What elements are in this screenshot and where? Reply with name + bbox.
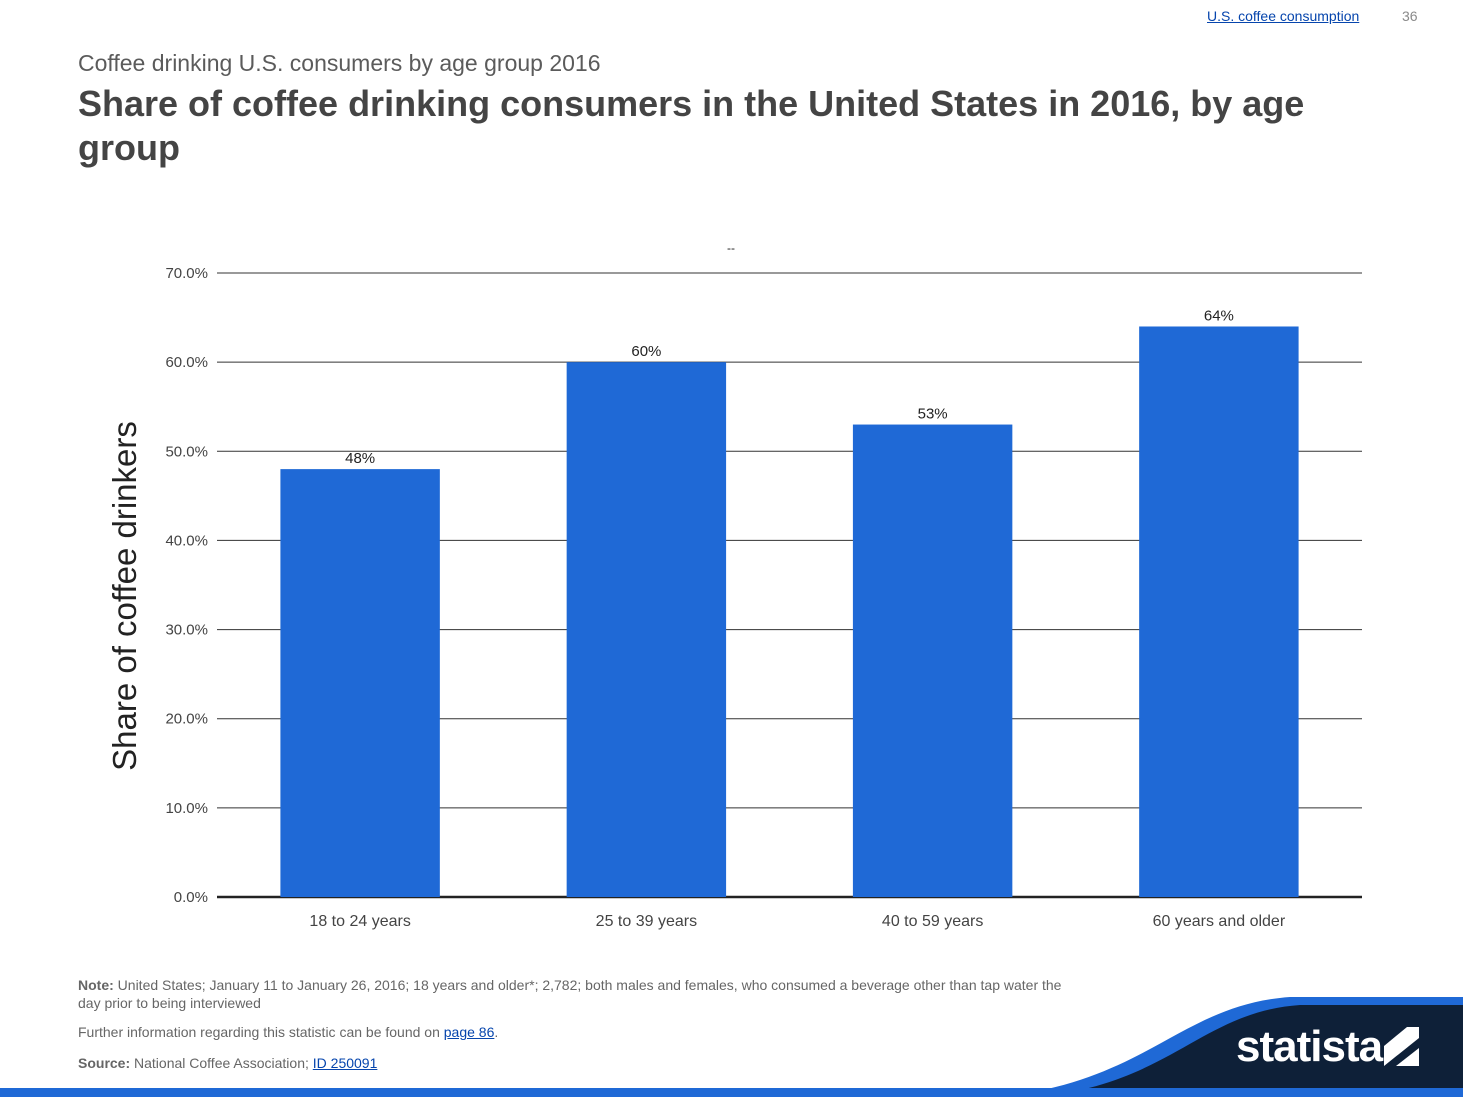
y-tick-label: 70.0% [165,265,208,282]
y-tick-label: 60.0% [165,354,208,371]
y-tick-label: 50.0% [165,443,208,460]
chart-subtitle: Coffee drinking U.S. consumers by age gr… [78,50,601,76]
data-label: 60% [631,343,661,360]
bar [280,469,440,897]
y-axis-label: Share of coffee drinkers [106,421,143,771]
source-id-link[interactable]: ID 250091 [312,1055,378,1071]
note: Note: United States; January 11 to Janua… [78,977,1062,1011]
statista-logo[interactable]: statista [1236,1022,1383,1071]
x-tick-label: 60 years and older [1153,913,1286,930]
y-tick-label: 20.0% [165,711,208,728]
chart-title: Share of coffee drinking consumers in th… [78,83,1305,168]
y-tick-label: 10.0% [165,800,208,817]
data-label: 53% [918,406,948,423]
bar [852,424,1013,897]
x-tick-label: 25 to 39 years [596,913,697,930]
source-line: Source: National Coffee Association; ID … [78,1055,378,1071]
y-tick-label: 0.0% [174,889,208,906]
footnotes: Note: United States; January 11 to Janua… [78,976,1078,1072]
page-number: 36 [1402,8,1418,24]
x-tick-label: 18 to 24 years [309,913,410,930]
labels: 0.0% 10.0% 20.0% 30.0% 40.0% 50.0% 60.0% 70.0% 4… [165,265,1285,930]
bottom-bar [0,1088,1463,1097]
bar [1139,326,1299,897]
y-tick-label: 40.0% [165,532,208,549]
statista-logo-icon [1384,1027,1419,1066]
y-tick-label: 30.0% [165,622,208,639]
x-tick-label: 40 to 59 years [882,913,983,930]
data-label: 64% [1204,307,1234,324]
topic-link[interactable]: U.S. coffee consumption [1207,8,1360,24]
info-line: Further information regarding this stati… [78,1024,499,1040]
chart-marker: -- [727,241,735,255]
decor-wave-dark [1035,1005,1463,1097]
bars [280,326,1299,898]
bar [566,362,727,898]
data-label: 48% [345,450,375,467]
page-link[interactable]: page 86 [443,1024,495,1040]
